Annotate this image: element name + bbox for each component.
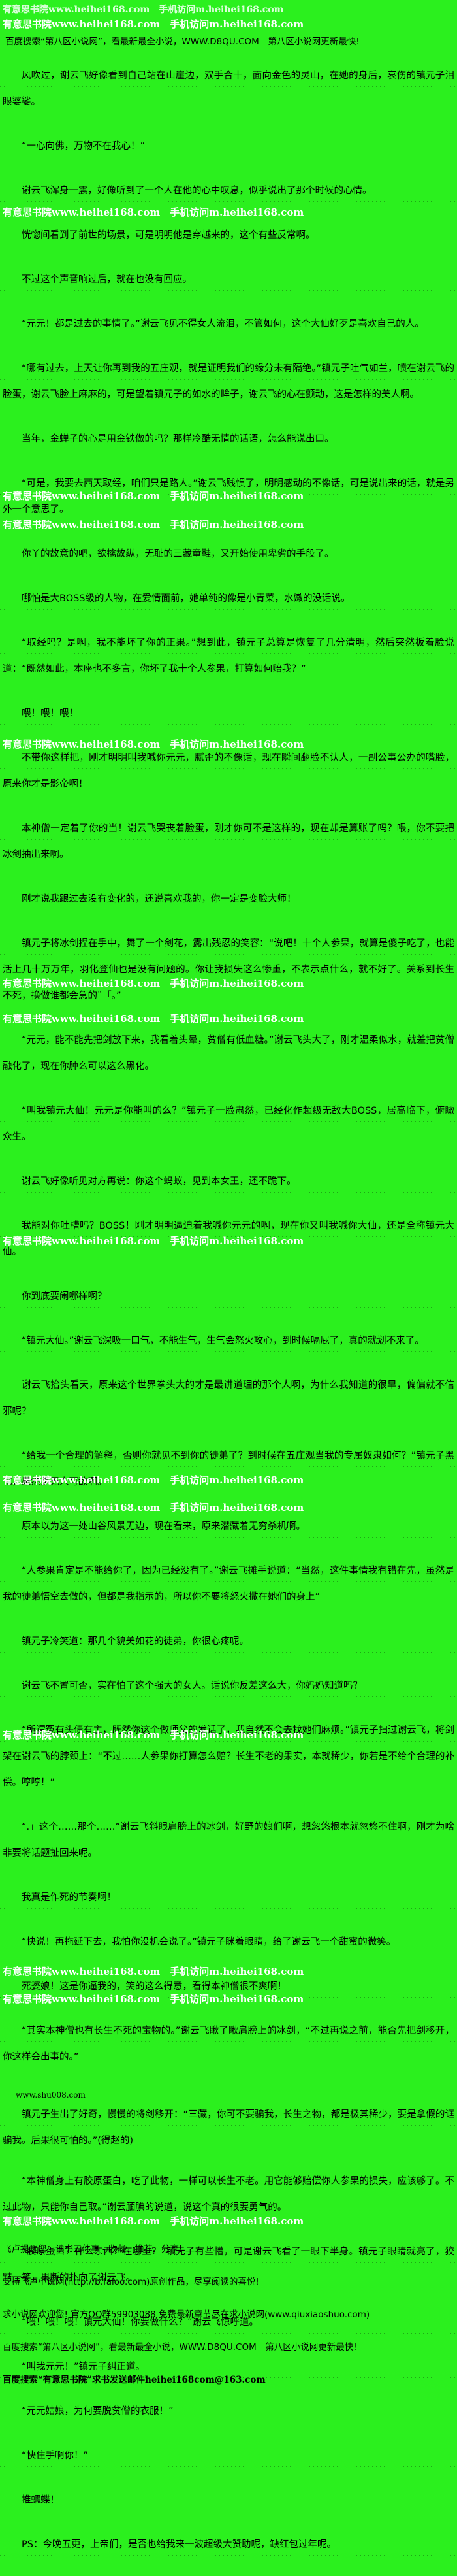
paragraph: “其实本神僧也有长生不死的宝物的。”谢云飞瞅了瞅肩膀上的冰剑，“不过再说之前，能…	[0, 2018, 457, 2070]
paragraph: “一心向佛，万物不在我心！”	[0, 133, 457, 159]
paragraph: 本神僧一定着了你的当！谢云飞哭丧着脸蛋，刚才你可不是这样的，现在却是算账了吗？喂…	[0, 816, 457, 868]
paragraph: 原本以为这一处山谷风景无边，现在看来，原来潜藏着无穷杀机啊。	[0, 1513, 457, 1540]
footer-support: 支持飞卢小说网(http://b.faloo.com)原创作品，尽享阅读的喜悦!	[3, 2277, 259, 2287]
paragraph: “快住手啊你！”	[0, 2443, 457, 2469]
paragraph: 谢云飞不置可否，实在怕了这个强大的女人。话说你反差这么大，你妈妈知道吗？	[0, 1673, 457, 1699]
paragraph: 谢云飞浑身一震，好像听到了一个人在他的心中叹息，似乎说出了那个时候的心情。	[0, 178, 457, 204]
footer-block: 飞卢提醒您：读书三件事 - 收藏、推荐、分享! 支持飞卢小说网(http://b…	[0, 2241, 457, 2405]
paragraph: 镇元子将冰剑捏在手中，舞了一个剑花，露出残忍的笑容：“说吧！十个人参果，就算是傻…	[0, 931, 457, 1009]
paragraph: “本神僧身上有胶原蛋白，吃了此物，一样可以长生不老。用它能够赔偿你人参果的损失，…	[0, 2168, 457, 2221]
watermark-banner-top: 有意思书院www.heihei168.com 手机访问m.heihei168.c…	[3, 18, 304, 30]
paragraph: 死婆娘！这是你逼我的，笑的这么得意，看得本神僧很不爽啊！	[0, 1973, 457, 2000]
paragraph: 不带你这样把，刚才明明叫我喊你元元，腻歪的不像话，现在瞬间翻脸不认人，一副公事公…	[0, 745, 457, 797]
paragraph: 你到底要闹哪样啊？	[0, 1283, 457, 1310]
paragraph: 当年，金蝉子的心是用金铁做的吗？那样冷酷无情的话语，怎么能说出口。	[0, 426, 457, 452]
paragraph: 恍惚间看到了前世的场景，可是明明他是穿越来的，这个有些反常啊。	[0, 222, 457, 248]
chapter-body: 风吹过，谢云飞好像看到自己站在山崖边，双手合十，面向金色的灵山，在她的身后，哀伤…	[0, 63, 457, 2576]
paragraph: 镇元子冷笑道：那几个貌美如花的徒弟，你很心疼呢。	[0, 1628, 457, 1655]
paragraph: “元元！都是过去的事情了。”谢云飞见不得女人流泪，不管如何，这个大仙好歹是喜欢自…	[0, 311, 457, 337]
footer-promo: 百度搜索“第八区小说网”，看最新最全小说，WWW.D8QU.COM 第八区小说网…	[3, 2342, 357, 2353]
paragraph: “给我一个合理的解释，否则你就见不到你的徒弟了？到时候在五庄观当我的专属奴隶如何…	[0, 1443, 457, 1495]
paragraph: “哪有过去，上天让你再到我的五庄观，就是证明我们的缘分未有隔绝。”镇元子吐气如兰…	[0, 355, 457, 408]
paragraph: 谢云飞好像听见对方再说：你这个蚂蚁，见到本女王，还不跪下。	[0, 1168, 457, 1195]
paragraph: “所谓冤有头债有主，既然你这个做师父的发话了，我自然不会去找她们麻烦。”镇元子扫…	[0, 1717, 457, 1796]
paragraph: “喂！喂！喂！镇元大仙！你要做什么？”谢云飞惊呼道。	[0, 2309, 457, 2336]
paragraph: “.」这个……那个……”谢云飞斜眼肩膀上的冰剑，好野的娘们啊，想忽悠根本就忽悠不…	[0, 1814, 457, 1866]
paragraph: “镇元大仙。”谢云飞深吸一口气，不能生气，生气会怒火攻心，到时候嗝屁了，真的就划…	[0, 1328, 457, 1354]
paragraph: “叫我镇元大仙！元元是你能叫的么？”镇元子一脸肃然，已经化作超级无敌大BOSS，…	[0, 1098, 457, 1150]
watermark-top-shadow: 有意思书院www.heihei168.com 手机访问m.heihei168.c…	[3, 5, 284, 15]
paragraph: 我能对你吐槽吗？BOSS！刚才明明逼迫着我喊你元元的啊，现在你又叫我喊你大仙，还…	[0, 1213, 457, 1265]
paragraph: “元元姑娘，为何要脱贫僧的衣服！”	[0, 2398, 457, 2424]
paragraph: 镇元子生出了好奇，慢慢的将剑移开：“三藏，你可不要骗我，长生之物，都是极其稀少，…	[0, 2102, 457, 2154]
paragraph: “人参果肯定是不能给你了，因为已经没有了。”谢云飞摊手说道：“当然，这件事情我有…	[0, 1558, 457, 1610]
promo-line-top: 百度搜索“第八区小说网”，看最新最全小说，WWW.D8QU.COM 第八区小说网…	[5, 37, 360, 47]
paragraph: “快说！再拖延下去，我怕你没机会说了。”镇元子眯着眼睛，给了谢云飞一个甜蜜的微笑…	[0, 1929, 457, 1955]
footer-reminder: 飞卢提醒您：读书三件事 - 收藏、推荐、分享!	[3, 2244, 183, 2254]
paragraph: “可是，我要去西天取经，咱们只是路人。”谢云飞贱惯了，明明感动的不像话，可是说出…	[0, 471, 457, 523]
novel-reader-page: 有意思书院www.heihei168.com 手机访问m.heihei168.c…	[0, 5, 457, 2558]
paragraph: 推蠕蝶！	[0, 2487, 457, 2513]
paragraph: “胶原蛋白？什么东西？在哪里？”镇元子有些懵，可是谢云飞看了一眼下半身。镇元子眼…	[0, 2239, 457, 2291]
paragraph: 喂！喂！喂！	[0, 701, 457, 727]
footer-mail: 百度搜索“有意思书院”求书发送邮件heihei168com@163.com	[3, 2375, 266, 2385]
paragraph: 谢云飞抬头看天，原来这个世界拳头大的才是最讲道理的那个人啊，为什么我知道的很早，…	[0, 1372, 457, 1425]
paragraph: “元元，能不能先把剑放下来，我看着头晕，贫僧有低血糖。”谢云飞头大了，刚才温柔似…	[0, 1027, 457, 1080]
paragraph: “取经吗？是啊，我不能坏了你的正果。”想到此，镇元子总算是恢复了几分清明，然后突…	[0, 630, 457, 682]
paragraph: 我真是作死的节奏啊！	[0, 1885, 457, 1911]
paragraph: 哪怕是大BOSS级的人物，在爱情面前，她单纯的像是小青菜，水嫩的没话说。	[0, 586, 457, 612]
paragraph: 风吹过，谢云飞好像看到自己站在山崖边，双手合十，面向金色的灵山，在她的身后，哀伤…	[0, 63, 457, 115]
footer-welcome: 求小说网欢迎您! 官方QQ群59903088 免费最新章节尽在求小说网(www.…	[3, 2309, 370, 2320]
paragraph: “叫我元元！”镇元子纠正道。	[0, 2354, 457, 2380]
paragraph: 你丫的故意的吧，欲擒故纵，无耻的三藏童鞋，又开始使用卑劣的手段了。	[0, 541, 457, 567]
inline-site-url: www.shu008.com	[16, 2090, 86, 2100]
paragraph: 刚才说我跟过去没有变化的，还说喜欢我的，你一定是变脸大师！	[0, 886, 457, 912]
paragraph: PS：今晚五更，上帝们，是否也给我来一波超级大赞助呢，缺红包过年呢。	[0, 2532, 457, 2558]
paragraph: 不过这个声音响过后，就在也没有回应。	[0, 267, 457, 293]
